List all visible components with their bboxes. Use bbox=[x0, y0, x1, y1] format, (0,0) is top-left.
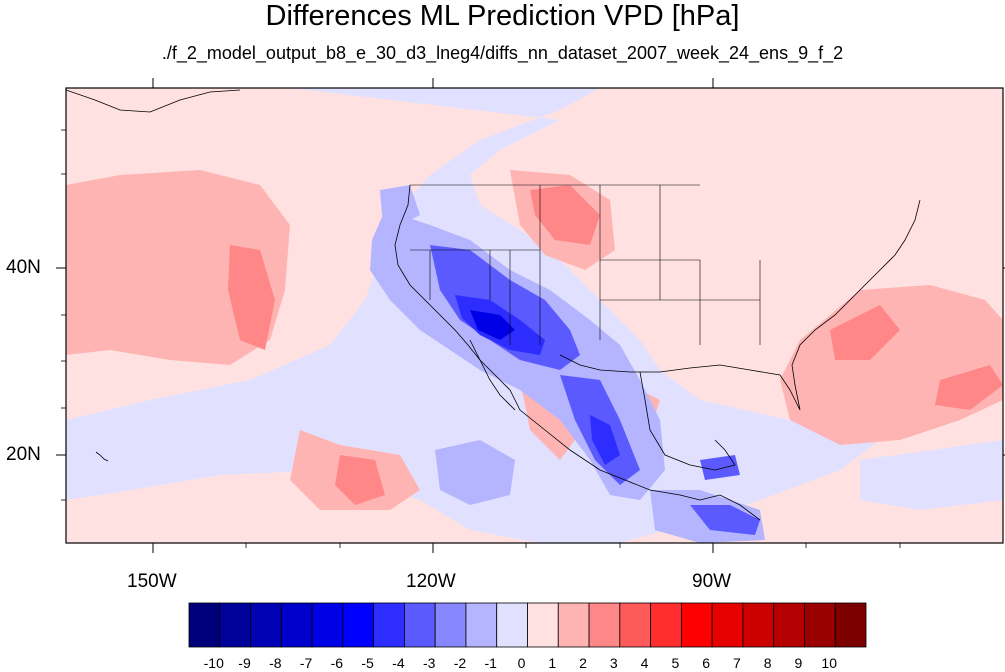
colorbar-swatch bbox=[650, 602, 682, 648]
colorbar-label: 0 bbox=[517, 655, 526, 671]
colorbar-swatch bbox=[188, 602, 221, 648]
colorbar-swatch bbox=[804, 602, 836, 648]
colorbar-label: 9 bbox=[794, 655, 803, 671]
minor-ticks bbox=[61, 129, 901, 548]
field-negative-core-3 bbox=[590, 415, 620, 465]
colorbar-label: 1 bbox=[548, 655, 557, 671]
colorbar-swatch bbox=[280, 602, 313, 648]
colorbar-swatch bbox=[588, 602, 621, 648]
colorbar-swatch bbox=[773, 602, 805, 648]
colorbar-swatch bbox=[680, 602, 713, 648]
colorbar-label: 3 bbox=[609, 655, 618, 671]
colorbar-swatch bbox=[619, 602, 651, 648]
colorbar-swatch bbox=[373, 602, 405, 648]
colorbar-label: -3 bbox=[422, 655, 436, 671]
state-borders bbox=[410, 184, 761, 345]
colorbar-label: 5 bbox=[671, 655, 680, 671]
colorbar-label: -5 bbox=[361, 655, 374, 671]
plot-title: Differences ML Prediction VPD [hPa] bbox=[265, 0, 740, 32]
lat-tick-20n: 20N bbox=[6, 444, 41, 465]
hawaii bbox=[95, 451, 109, 462]
colorbar-swatch bbox=[434, 602, 467, 648]
colorbar-label: -4 bbox=[392, 655, 405, 671]
coastline-gulf bbox=[559, 199, 921, 411]
colorbar-label: 6 bbox=[702, 655, 711, 671]
colorbar-swatch bbox=[834, 602, 867, 648]
field-negative-strong-4 bbox=[700, 455, 740, 480]
field-negative-core-2 bbox=[470, 310, 515, 340]
field-negative-medium-pacific bbox=[435, 440, 515, 505]
plot-subtitle: ./f_2_model_output_b8_e_30_d3_lneg4/diff… bbox=[161, 43, 844, 63]
lon-tick-150w: 150W bbox=[127, 571, 177, 592]
colorbar-swatch bbox=[742, 602, 775, 648]
colorbar-swatch bbox=[557, 602, 590, 648]
coastline-baja bbox=[469, 339, 516, 411]
colorbar-label: -10 bbox=[203, 655, 224, 671]
colorbar-swatch bbox=[219, 602, 251, 648]
colorbar-label: 10 bbox=[821, 655, 837, 671]
colorbar-label: -1 bbox=[484, 655, 497, 671]
field-positive-moderate-3 bbox=[830, 305, 900, 360]
coastline-alaska bbox=[66, 89, 241, 113]
colorbar-label: -2 bbox=[453, 655, 467, 671]
coastline-north-america bbox=[394, 184, 761, 521]
lon-tick-90w: 90W bbox=[692, 571, 732, 592]
field-negative-strong-3 bbox=[690, 505, 760, 535]
lon-tick-120w: 120W bbox=[406, 571, 456, 592]
field-negative-weak-east bbox=[860, 440, 1003, 510]
coastlines bbox=[66, 89, 921, 521]
colorbar-swatch bbox=[250, 602, 282, 648]
field-positive-moderate-1 bbox=[228, 245, 275, 350]
colorbar-label: -9 bbox=[238, 655, 251, 671]
colorbar-label: 2 bbox=[579, 655, 587, 671]
field-positive-pacific-west bbox=[66, 170, 290, 365]
colorbar-swatch bbox=[711, 602, 744, 648]
map-frame bbox=[65, 87, 1004, 544]
colorbar-label: 7 bbox=[733, 655, 741, 671]
colorbar-label: -6 bbox=[330, 655, 344, 671]
colorbar-label: 4 bbox=[640, 655, 649, 671]
coastline-mexico-gulf bbox=[639, 371, 736, 471]
lat-tick-40n: 40N bbox=[6, 257, 41, 278]
colorbar-swatch bbox=[404, 602, 436, 648]
colorbar-swatch bbox=[527, 602, 559, 648]
field-positive-moderate-4 bbox=[335, 455, 385, 505]
field-positive-moderate-5 bbox=[935, 365, 1003, 410]
field-negative-medium-nw bbox=[380, 185, 420, 225]
colorbar-swatch bbox=[311, 602, 344, 648]
field-positive-moderate-2 bbox=[530, 185, 600, 245]
colorbar-swatch bbox=[342, 602, 375, 648]
colorbar-swatch bbox=[496, 602, 528, 648]
colorbar-swatch bbox=[465, 602, 498, 648]
colorbar-label: 8 bbox=[763, 655, 772, 671]
colorbar-label: -8 bbox=[269, 655, 282, 671]
colorbar-label: -7 bbox=[299, 655, 313, 671]
